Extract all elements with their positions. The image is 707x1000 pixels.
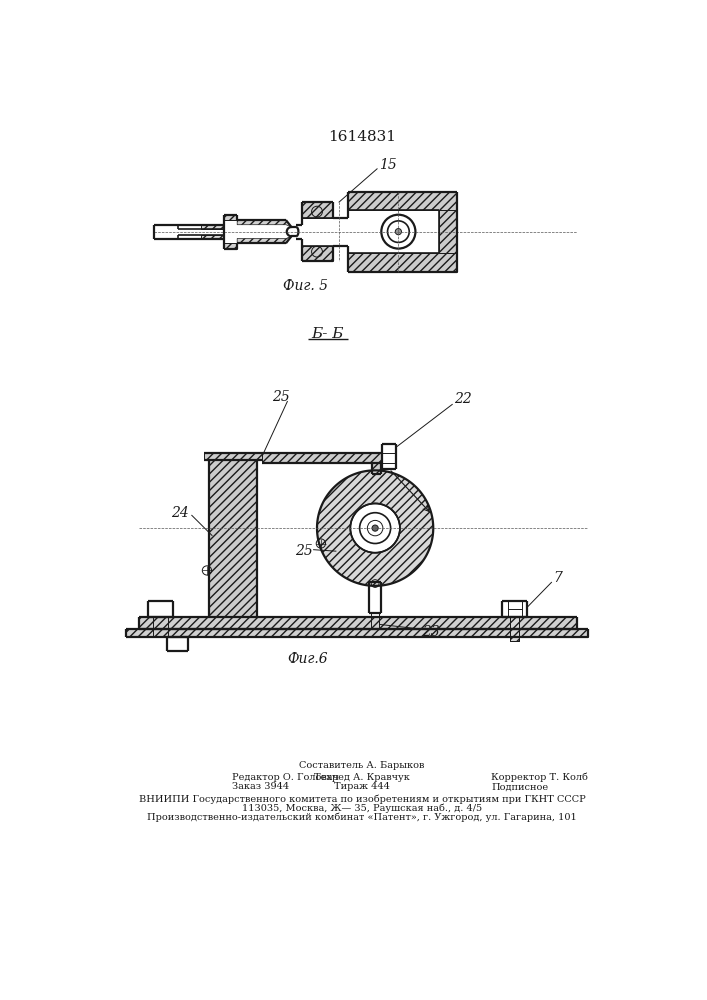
Polygon shape — [372, 463, 381, 474]
Polygon shape — [201, 225, 224, 229]
Polygon shape — [237, 220, 296, 227]
Text: 113035, Москва, Ж— 35, Раушская наб., д. 4/5: 113035, Москва, Ж— 35, Раушская наб., д.… — [242, 804, 482, 813]
Polygon shape — [440, 210, 457, 253]
Polygon shape — [348, 192, 457, 210]
Text: Составитель А. Барыков: Составитель А. Барыков — [299, 761, 425, 770]
Text: 25: 25 — [271, 390, 289, 404]
Text: 22: 22 — [454, 392, 472, 406]
Polygon shape — [224, 215, 237, 220]
Polygon shape — [209, 460, 257, 617]
Polygon shape — [126, 629, 588, 637]
Text: Фиг.6: Фиг.6 — [287, 652, 328, 666]
Polygon shape — [224, 243, 237, 249]
Text: ВНИИПИ Государственного комитета по изобретениям и открытиям при ГКНТ СССР: ВНИИПИ Государственного комитета по изоб… — [139, 794, 585, 804]
Polygon shape — [204, 453, 262, 460]
Polygon shape — [201, 235, 224, 239]
Polygon shape — [317, 470, 433, 586]
Polygon shape — [351, 503, 400, 553]
Text: Подписное: Подписное — [491, 782, 549, 791]
Polygon shape — [301, 246, 332, 261]
Text: 7: 7 — [554, 571, 562, 585]
Polygon shape — [262, 453, 381, 463]
Text: Техред А. Кравчук: Техред А. Кравчук — [314, 773, 410, 782]
Polygon shape — [139, 617, 577, 629]
Text: Производственно-издательский комбинат «Патент», г. Ужгород, ул. Гагарина, 101: Производственно-издательский комбинат «П… — [147, 813, 577, 822]
Text: 23: 23 — [421, 625, 439, 639]
Text: Тираж 444: Тираж 444 — [334, 782, 390, 791]
Circle shape — [395, 229, 402, 235]
Text: 24: 24 — [171, 506, 189, 520]
Polygon shape — [301, 202, 332, 218]
Polygon shape — [237, 236, 296, 243]
Text: Б- Б: Б- Б — [311, 327, 344, 341]
Text: 25: 25 — [295, 544, 312, 558]
Text: Фиг. 5: Фиг. 5 — [283, 279, 328, 293]
Circle shape — [372, 525, 378, 531]
Polygon shape — [510, 617, 519, 641]
Text: Корректор Т. Колб: Корректор Т. Колб — [491, 773, 588, 782]
Polygon shape — [348, 253, 457, 272]
Text: Заказ 3944: Заказ 3944 — [232, 782, 289, 791]
Text: Редактор О. Головач: Редактор О. Головач — [232, 773, 339, 782]
Text: 15: 15 — [379, 158, 397, 172]
Text: 1614831: 1614831 — [328, 130, 396, 144]
